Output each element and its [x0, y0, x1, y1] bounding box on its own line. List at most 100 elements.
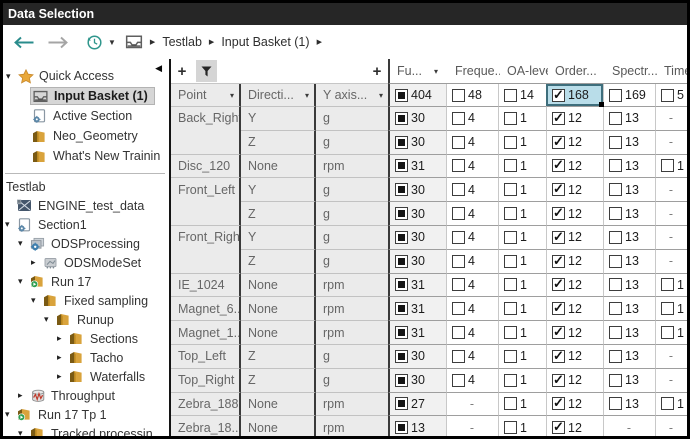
data-cell-spectrum[interactable]: 13	[603, 129, 655, 154]
expander-closed-icon[interactable]: ▸	[18, 390, 23, 400]
tree-item-odsprocessing[interactable]: ▾ ODSProcessing	[3, 234, 169, 253]
tree-item-section1[interactable]: ▾ Section1	[3, 215, 169, 234]
point-cell[interactable]	[171, 248, 241, 273]
y-axis-cell[interactable]: g	[316, 129, 388, 154]
column-header-oa-level[interactable]: OA-level	[500, 59, 548, 83]
direction-cell[interactable]: Z	[241, 201, 316, 225]
function-checkbox[interactable]	[395, 111, 408, 125]
data-cell-spectrum[interactable]: 13	[603, 224, 655, 249]
y-axis-cell[interactable]: g	[316, 201, 388, 225]
oa-level-checkbox[interactable]	[504, 302, 517, 316]
expander-open-icon[interactable]: ▾	[18, 428, 23, 436]
oa-level-checkbox[interactable]	[504, 373, 517, 387]
data-cell-function[interactable]: 30	[388, 106, 446, 130]
frequency-checkbox[interactable]	[452, 230, 465, 244]
data-cell-frequency[interactable]: 4	[446, 153, 498, 178]
back-icon[interactable]	[13, 36, 35, 49]
data-cell-time[interactable]: -	[655, 106, 687, 130]
history-dropdown-icon[interactable]: ▼	[108, 37, 116, 47]
y-axis-cell[interactable]: rpm	[316, 296, 388, 321]
frequency-checkbox[interactable]	[452, 159, 465, 173]
function-checkbox[interactable]	[395, 373, 408, 387]
order-checkbox[interactable]	[552, 348, 565, 364]
point-cell[interactable]: Back_Right	[171, 106, 241, 130]
sidebar-item-neo-geometry[interactable]: Neo_Geometry	[3, 126, 169, 146]
spectrum-checkbox[interactable]	[609, 397, 622, 411]
frequency-checkbox[interactable]	[452, 135, 465, 149]
order-checkbox[interactable]	[552, 205, 565, 221]
direction-cell[interactable]: None	[241, 296, 316, 321]
time-checkbox[interactable]	[661, 397, 674, 411]
point-cell[interactable]: Disc_120	[171, 153, 241, 178]
data-cell-function[interactable]: 30	[388, 201, 446, 225]
oa-level-checkbox[interactable]	[504, 278, 517, 292]
y-axis-cell[interactable]: rpm	[316, 415, 388, 436]
oa-level-checkbox[interactable]	[504, 183, 517, 197]
data-cell-oa-level[interactable]: 1	[498, 343, 546, 368]
y-axis-cell[interactable]: g	[316, 177, 388, 202]
order-checkbox[interactable]	[552, 276, 565, 292]
data-cell-spectrum[interactable]: 13	[603, 177, 655, 202]
data-cell-time[interactable]: 1	[655, 272, 687, 297]
data-cell-frequency[interactable]: 4	[446, 201, 498, 225]
data-cell-spectrum[interactable]: 13	[603, 248, 655, 273]
data-cell-spectrum[interactable]: 13	[603, 367, 655, 392]
total-cell-spectrum[interactable]: 169	[603, 84, 655, 106]
expander-closed-icon[interactable]: ▸	[57, 371, 62, 381]
tree-item-tracked-processin[interactable]: ▾ Tracked processin	[3, 424, 169, 436]
column-header-y-axis[interactable]: Y axis... ▾	[316, 84, 388, 106]
spectrum-checkbox[interactable]	[609, 111, 622, 125]
breadcrumb-item-input-basket[interactable]: Input Basket (1)	[221, 35, 310, 49]
column-header-spectrum[interactable]: Spectr...	[605, 59, 657, 83]
add-row-button[interactable]: +	[177, 62, 187, 80]
data-cell-frequency[interactable]: 4	[446, 367, 498, 392]
point-cell[interactable]: Zebra_18...	[171, 415, 241, 436]
order-total-checkbox[interactable]	[552, 87, 565, 103]
data-cell-function[interactable]: 31	[388, 320, 446, 344]
data-cell-function[interactable]: 30	[388, 224, 446, 249]
data-cell-order[interactable]: 12	[546, 296, 603, 321]
data-cell-time[interactable]: 1	[655, 391, 687, 416]
data-cell-order[interactable]: 12	[546, 153, 603, 178]
tree-item-tacho[interactable]: ▸ Tacho	[3, 348, 169, 367]
expander-closed-icon[interactable]: ▸	[31, 257, 36, 267]
direction-cell[interactable]: None	[241, 153, 316, 178]
data-cell-function[interactable]: 30	[388, 248, 446, 273]
data-cell-oa-level[interactable]: 1	[498, 391, 546, 416]
frequency-checkbox[interactable]	[452, 278, 465, 292]
frequency-checkbox[interactable]	[452, 302, 465, 316]
data-cell-order[interactable]: 12	[546, 343, 603, 368]
frequency-total-checkbox[interactable]	[452, 88, 465, 102]
tree-item-sections[interactable]: ▸ Sections	[3, 329, 169, 348]
sidebar-collapse-icon[interactable]: ◀	[155, 63, 162, 73]
column-header-point[interactable]: Point ▾	[171, 84, 241, 106]
point-cell[interactable]: Front_Right	[171, 224, 241, 249]
expander-open-icon[interactable]: ▾	[44, 314, 49, 324]
expander-open-icon[interactable]: ▾	[18, 276, 23, 286]
data-cell-function[interactable]: 31	[388, 153, 446, 178]
y-axis-cell[interactable]: g	[316, 106, 388, 130]
direction-cell[interactable]: Z	[241, 129, 316, 154]
data-cell-order[interactable]: 12	[546, 320, 603, 344]
data-cell-order[interactable]: 12	[546, 224, 603, 249]
direction-cell[interactable]: Y	[241, 106, 316, 130]
sidebar-item-active-section[interactable]: Active Section	[3, 106, 169, 126]
data-cell-frequency[interactable]: 4	[446, 106, 498, 130]
data-cell-oa-level[interactable]: 1	[498, 106, 546, 130]
spectrum-total-checkbox[interactable]	[609, 88, 622, 102]
y-axis-cell[interactable]: g	[316, 248, 388, 273]
order-checkbox[interactable]	[552, 181, 565, 197]
data-cell-frequency[interactable]: -	[446, 391, 498, 416]
total-cell-time[interactable]: 5	[655, 84, 687, 106]
function-checkbox[interactable]	[395, 421, 408, 435]
chevron-down-icon[interactable]: ▾	[304, 90, 309, 100]
direction-cell[interactable]: Z	[241, 367, 316, 392]
frequency-checkbox[interactable]	[452, 111, 465, 125]
total-cell-oa-level[interactable]: 14	[498, 84, 546, 106]
point-cell[interactable]	[171, 129, 241, 154]
y-axis-cell[interactable]: rpm	[316, 153, 388, 178]
chevron-down-icon[interactable]: ▾	[229, 90, 234, 100]
oa-level-checkbox[interactable]	[504, 254, 517, 268]
data-cell-function[interactable]: 31	[388, 296, 446, 321]
function-checkbox[interactable]	[395, 135, 408, 149]
